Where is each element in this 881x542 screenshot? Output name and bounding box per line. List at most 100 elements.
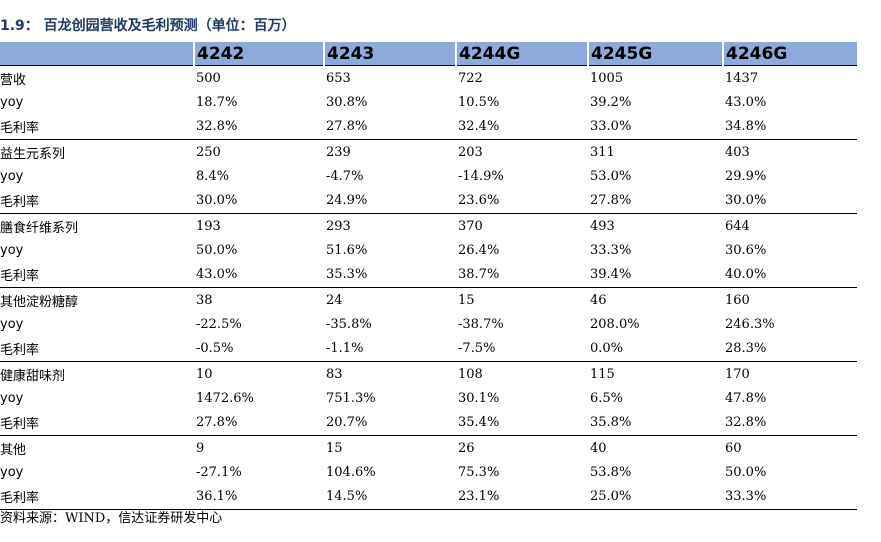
value-cell: 23.6% — [458, 193, 500, 209]
value-cell: 160 — [723, 286, 857, 313]
value-cell: -0.5% — [196, 341, 234, 357]
value-cell: 15 — [456, 286, 588, 313]
value-cell: 10 — [194, 360, 324, 387]
value-cell: 38 — [194, 286, 324, 313]
value-cell: 75.3% — [458, 464, 500, 480]
row-label-cell: yoy — [0, 242, 24, 258]
value-cell: 51.6% — [326, 242, 368, 258]
value-cell: 24 — [324, 286, 456, 313]
header-label-cell — [0, 42, 195, 66]
table-row: yoy 8.4% -4.7% -14.9% 53.0% 29.9% — [0, 164, 857, 188]
value-cell: -35.8% — [326, 316, 372, 332]
table-row: yoy -27.1% 104.6% 75.3% 53.8% 50.0% — [0, 460, 857, 484]
value-cell: 40 — [588, 434, 723, 461]
value-cell: 30.1% — [458, 390, 500, 406]
table-row: 毛利率 36.1% 14.5% 23.1% 25.0% 33.3% — [0, 484, 857, 510]
row-label-cell: 毛利率 — [0, 484, 194, 510]
value-cell: 30.0% — [725, 193, 767, 209]
value-cell: 10.5% — [458, 94, 500, 110]
header-year-cell: 4245G — [588, 42, 724, 66]
value-cell: 39.2% — [590, 94, 632, 110]
value-cell: 50.0% — [196, 242, 238, 258]
value-cell: 15 — [324, 434, 456, 461]
value-cell: 653 — [324, 65, 456, 91]
value-cell: 18.7% — [196, 94, 238, 110]
value-cell: 1437 — [723, 65, 857, 91]
table-row: 毛利率 32.8% 27.8% 32.4% 33.0% 34.8% — [0, 115, 857, 140]
value-cell: 39.4% — [590, 267, 632, 283]
value-cell: 23.1% — [456, 484, 588, 510]
value-cell: 170 — [723, 360, 857, 387]
table-row: 健康甜味剂 10 83 108 115 170 — [0, 360, 857, 387]
table-row: 其他 9 15 26 40 60 — [0, 434, 857, 461]
value-cell: -4.7% — [326, 168, 364, 184]
row-label-cell: 毛利率 — [0, 343, 40, 359]
value-cell: 0.0% — [590, 341, 624, 357]
value-cell: 193 — [194, 212, 324, 239]
table-row: yoy 18.7% 30.8% 10.5% 39.2% 43.0% — [0, 90, 857, 114]
table-row: 营收 500 653 722 1005 1437 — [0, 65, 857, 91]
value-cell: 26 — [456, 434, 588, 461]
header-row: 4242 4243 4244G 4245G 4246G — [0, 42, 857, 66]
value-cell: -7.5% — [458, 341, 496, 357]
value-cell: 50.0% — [725, 464, 767, 480]
header-year-cell: 4243 — [324, 42, 457, 66]
value-cell: 208.0% — [590, 316, 640, 332]
source-note: 资料来源：WIND，信达证券研发中心 — [0, 511, 223, 526]
table-row: 毛利率 30.0% 24.9% 23.6% 27.8% 30.0% — [0, 189, 857, 214]
value-cell: 25.0% — [588, 484, 723, 510]
row-label-cell: 膳食纤维系列 — [0, 212, 194, 239]
value-cell: 246.3% — [725, 316, 775, 332]
value-cell: 20.7% — [326, 415, 368, 431]
value-cell: 53.8% — [590, 464, 632, 480]
value-cell: 38.7% — [458, 267, 500, 283]
value-cell: 32.8% — [725, 415, 767, 431]
header-year-cell: 4244G — [456, 42, 589, 66]
value-cell: 33.3% — [723, 484, 857, 510]
value-cell: 27.8% — [326, 119, 368, 135]
table-row: yoy 50.0% 51.6% 26.4% 33.3% 30.6% — [0, 238, 857, 262]
value-cell: 722 — [456, 65, 588, 91]
value-cell: 24.9% — [326, 193, 368, 209]
value-cell: 30.0% — [196, 193, 238, 209]
table-row: 益生元系列 250 239 203 311 403 — [0, 138, 857, 165]
value-cell: 370 — [456, 212, 588, 239]
row-label-cell: 毛利率 — [0, 269, 40, 285]
value-cell: 115 — [588, 360, 723, 387]
value-cell: 8.4% — [196, 168, 230, 184]
value-cell: -22.5% — [196, 316, 242, 332]
table-body: 营收 500 653 722 1005 1437 yoy 18.7% 30.8% 10.5% 39.… — [0, 65, 857, 510]
header-year-cell: 4242 — [194, 42, 325, 66]
value-cell: -14.9% — [458, 168, 504, 184]
row-label-cell: 毛利率 — [0, 121, 40, 137]
table-row: 膳食纤维系列 193 293 370 493 644 — [0, 212, 857, 239]
value-cell: -38.7% — [458, 316, 504, 332]
value-cell: 751.3% — [326, 390, 376, 406]
value-cell: 239 — [324, 138, 456, 165]
value-cell: 35.4% — [458, 415, 500, 431]
value-cell: 47.8% — [725, 390, 767, 406]
row-label-cell: 健康甜味剂 — [0, 360, 194, 387]
row-label-cell: yoy — [0, 94, 24, 110]
value-cell: 40.0% — [725, 267, 767, 283]
value-cell: 32.4% — [458, 119, 500, 135]
table-row: 毛利率 43.0% 35.3% 38.7% 39.4% 40.0% — [0, 263, 857, 288]
value-cell: 27.8% — [590, 193, 632, 209]
table-row: 毛利率 -0.5% -1.1% -7.5% 0.0% 28.3% — [0, 337, 857, 362]
table-title: 1.9： 百龙创园营收及毛利预测（单位：百万） — [0, 18, 296, 34]
value-cell: 83 — [324, 360, 456, 387]
row-label-cell: 其他 — [0, 434, 194, 461]
value-cell: 108 — [456, 360, 588, 387]
value-cell: 26.4% — [458, 242, 500, 258]
value-cell: 293 — [324, 212, 456, 239]
value-cell: 1472.6% — [196, 390, 254, 406]
table-row: yoy -22.5% -35.8% -38.7% 208.0% 246.3% — [0, 312, 857, 336]
value-cell: 28.3% — [725, 341, 767, 357]
value-cell: 35.8% — [590, 415, 632, 431]
value-cell: 53.0% — [590, 168, 632, 184]
forecast-table: 4242 4243 4244G 4245G 4246G 营收 500 653 722 1… — [0, 42, 857, 510]
value-cell: 33.3% — [590, 242, 632, 258]
value-cell: 34.8% — [725, 119, 767, 135]
row-label-cell: yoy — [0, 316, 24, 332]
value-cell: 403 — [723, 138, 857, 165]
